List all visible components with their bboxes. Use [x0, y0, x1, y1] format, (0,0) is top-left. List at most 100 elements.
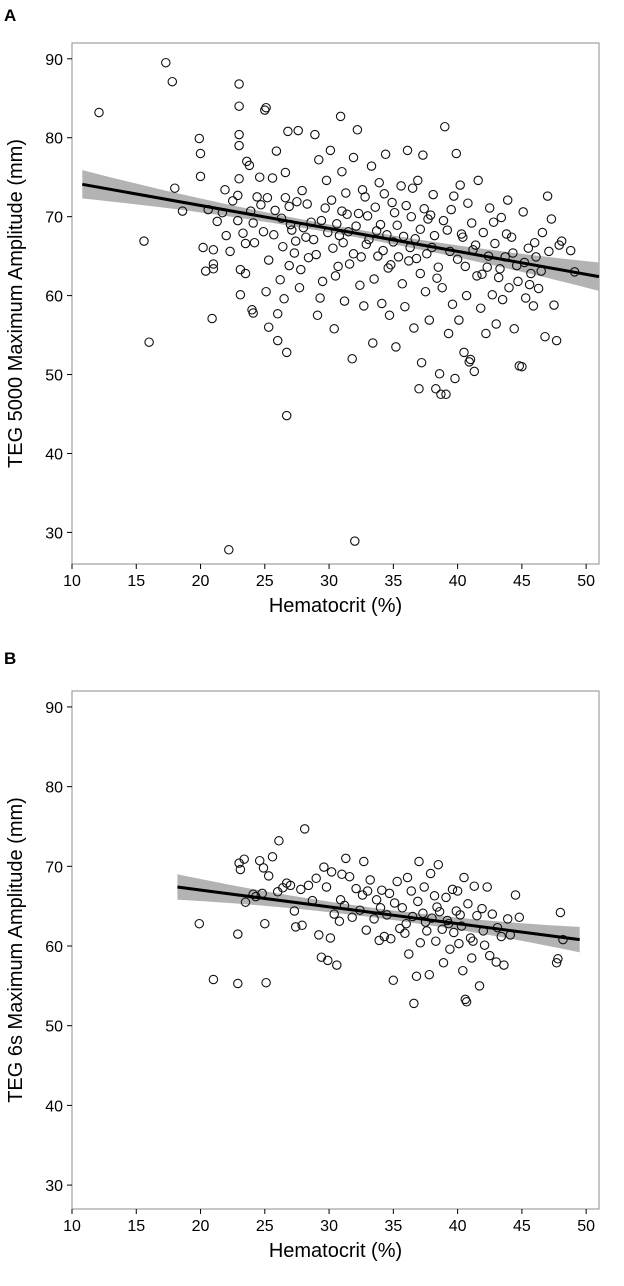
data-point	[472, 910, 482, 921]
data-point	[326, 867, 337, 877]
data-point	[474, 981, 485, 991]
data-point	[314, 930, 324, 940]
data-point	[396, 181, 406, 191]
data-point	[434, 906, 445, 917]
data-point	[208, 264, 219, 274]
y-tick-label: 60	[45, 289, 63, 306]
data-point	[342, 209, 352, 220]
data-point	[440, 121, 450, 132]
data-point	[514, 912, 525, 923]
data-point	[546, 214, 557, 224]
data-point	[411, 971, 422, 982]
data-point	[337, 869, 347, 880]
x-tick-label: 10	[63, 573, 81, 590]
data-point	[386, 260, 396, 270]
data-point	[404, 256, 414, 266]
data-point	[224, 545, 234, 555]
data-point	[208, 974, 219, 985]
data-point	[296, 884, 306, 895]
data-point	[497, 294, 508, 305]
data-point	[285, 880, 296, 891]
plot-frame	[71, 42, 600, 565]
data-point	[355, 280, 365, 291]
data-point	[520, 293, 531, 303]
data-point	[317, 276, 328, 287]
data-point	[389, 207, 400, 218]
data-point	[496, 931, 507, 942]
data-point	[481, 328, 491, 339]
data-point	[225, 246, 235, 257]
data-point	[477, 903, 487, 914]
data-point	[501, 229, 512, 239]
data-point	[303, 252, 314, 263]
data-point	[454, 315, 464, 325]
data-point	[252, 192, 262, 202]
data-point	[341, 853, 351, 864]
data-point	[198, 242, 208, 253]
data-point	[328, 243, 338, 253]
data-point	[482, 882, 492, 892]
data-point	[509, 324, 519, 334]
data-point	[287, 225, 297, 235]
data-point	[431, 936, 441, 946]
data-point	[540, 331, 550, 342]
data-point	[397, 903, 408, 913]
data-point	[456, 229, 467, 239]
data-point	[170, 183, 180, 193]
data-point	[409, 323, 419, 333]
data-point	[362, 211, 373, 221]
data-point	[460, 261, 471, 272]
data-point	[368, 338, 378, 348]
data-point	[238, 228, 248, 238]
data-point	[452, 254, 463, 265]
data-point	[420, 917, 431, 927]
data-point	[395, 923, 405, 934]
data-point	[261, 977, 271, 988]
data-point	[529, 237, 540, 248]
data-point	[411, 253, 422, 264]
data-point	[424, 315, 435, 325]
data-point	[383, 263, 393, 273]
data-point	[555, 907, 566, 918]
data-point	[479, 940, 490, 950]
data-point	[311, 249, 321, 260]
data-point	[227, 196, 238, 206]
data-point	[451, 148, 462, 159]
data-point	[436, 389, 446, 400]
data-point	[438, 215, 449, 226]
x-tick-label: 45	[513, 573, 531, 590]
data-point	[459, 872, 469, 883]
data-point	[414, 856, 424, 867]
data-point	[195, 148, 206, 159]
data-point	[248, 308, 258, 318]
data-point	[558, 934, 568, 945]
y-tick-label: 40	[45, 1098, 63, 1115]
data-point	[510, 890, 521, 900]
data-point	[377, 885, 387, 895]
data-point	[419, 882, 429, 892]
data-point	[374, 177, 384, 188]
data-point	[442, 225, 453, 235]
data-point	[502, 914, 513, 924]
data-point	[260, 105, 270, 115]
data-point	[284, 201, 294, 212]
y-axis-label: TEG 6s Maximum Amplitude (mm)	[5, 797, 27, 1103]
data-point	[537, 227, 548, 238]
x-tick-label: 40	[449, 573, 467, 590]
data-point	[496, 212, 507, 223]
data-point	[504, 282, 514, 293]
data-point	[177, 206, 188, 216]
data-point	[234, 140, 244, 151]
data-point	[325, 933, 336, 943]
data-point	[455, 910, 465, 920]
data-point	[240, 238, 251, 249]
regression-line	[177, 885, 580, 942]
data-point	[347, 912, 357, 923]
data-point	[356, 252, 366, 262]
x-tick-label: 35	[384, 573, 402, 590]
data-point	[366, 161, 377, 171]
y-tick-label: 30	[45, 525, 63, 542]
data-point	[424, 969, 435, 980]
data-point	[297, 920, 307, 931]
data-point	[392, 876, 402, 887]
